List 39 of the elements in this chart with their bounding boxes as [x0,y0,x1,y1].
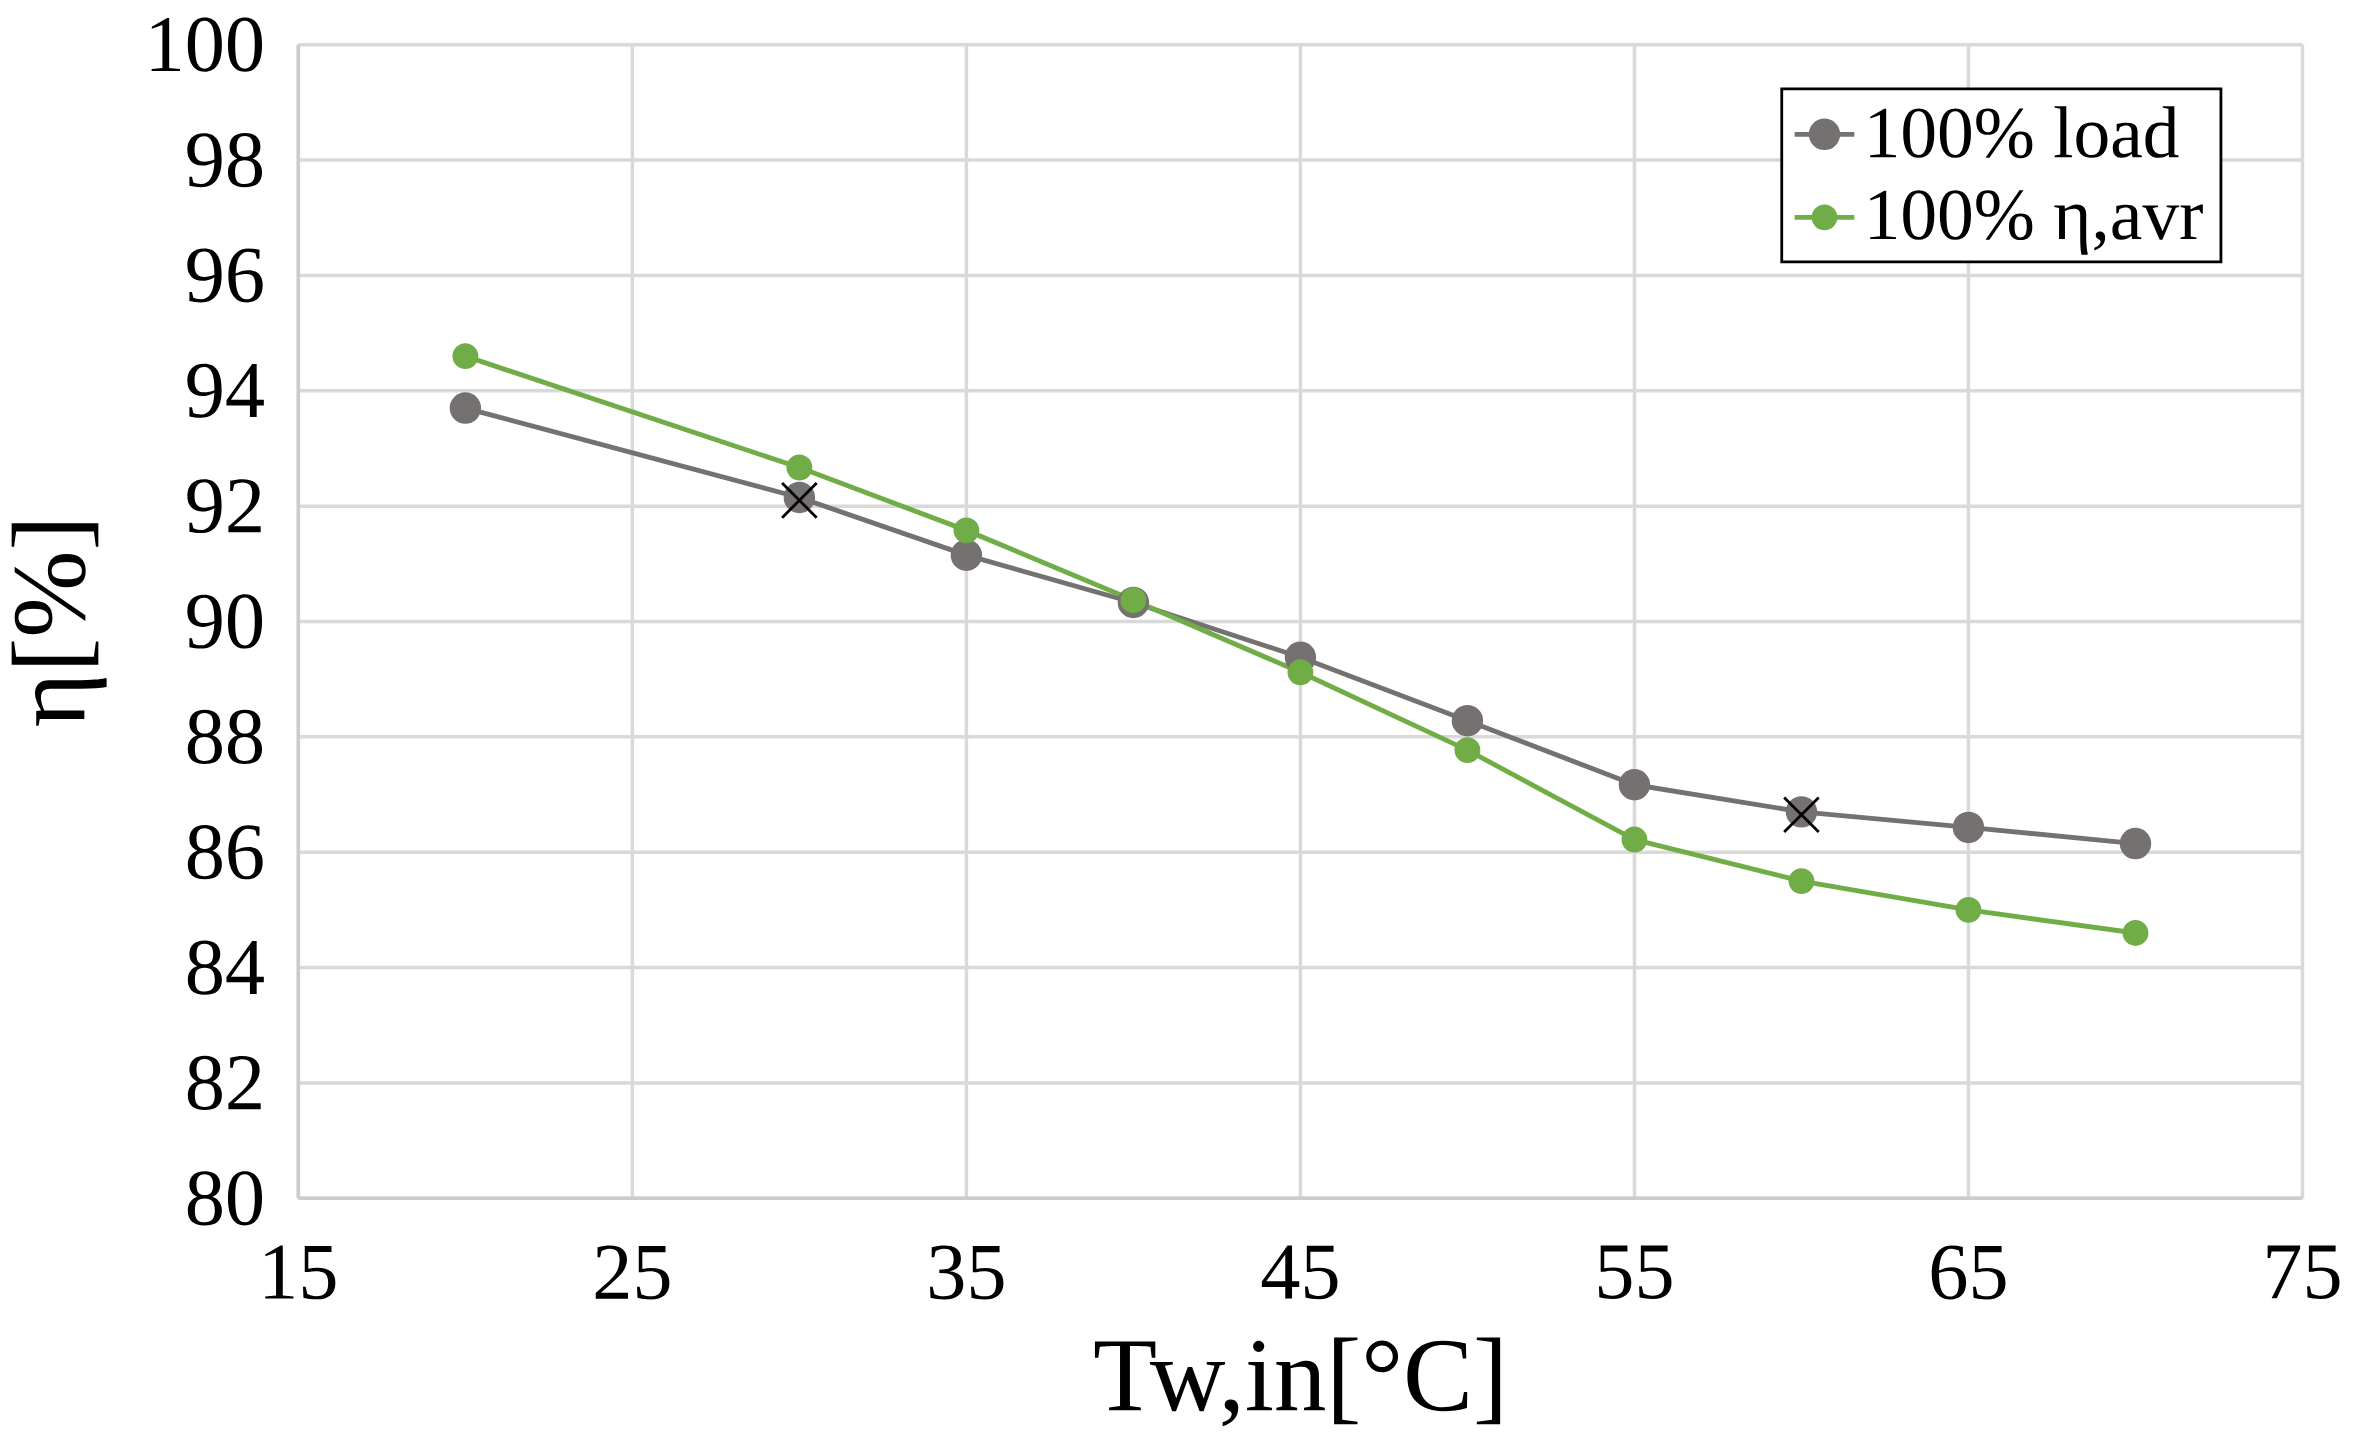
y-tick-label: 82 [187,1055,261,1111]
x-tick-label: 25 [595,1245,670,1300]
legend-label: 100% load [1870,106,2179,159]
legend-label: 100% η,avr [1870,190,2203,255]
y-tick-label: 98 [187,132,263,188]
point [786,454,813,481]
point [2122,920,2149,946]
point [1451,705,1484,737]
y-axis-title: η[%] [11,523,107,726]
x-tick-label: 35 [930,1245,1004,1300]
x-axis-title: Tw,in[°C] [1094,1337,1501,1427]
y-tick-label: 84 [187,940,264,995]
point [1454,737,1481,764]
point [953,517,980,544]
x-tick-label: 45 [1261,1245,1338,1300]
y-tick-label: 94 [187,363,264,418]
x-tick-label: 55 [1598,1245,1672,1299]
point [1621,826,1648,853]
y-tick-label: 90 [187,594,263,649]
point [1955,897,1982,923]
point [1287,659,1314,686]
point [452,343,479,370]
point [449,392,482,424]
x-tick-label: 65 [1931,1245,2006,1300]
y-tick-label: 96 [187,248,263,303]
x-tick-label: 75 [2267,1245,2340,1299]
point [780,481,819,520]
y-tick-label: 88 [187,709,263,764]
point [1618,769,1651,801]
point [950,539,983,571]
point [1782,796,1821,834]
y-tick-label: 100 [151,17,263,72]
y-tick-label: 80 [187,1171,263,1226]
point [1952,811,1985,844]
y-tick-label: 92 [187,479,261,534]
point [1788,868,1815,895]
x-tick-label: 15 [265,1245,336,1300]
y-tick-label: 86 [187,825,263,880]
point [2119,827,2152,860]
